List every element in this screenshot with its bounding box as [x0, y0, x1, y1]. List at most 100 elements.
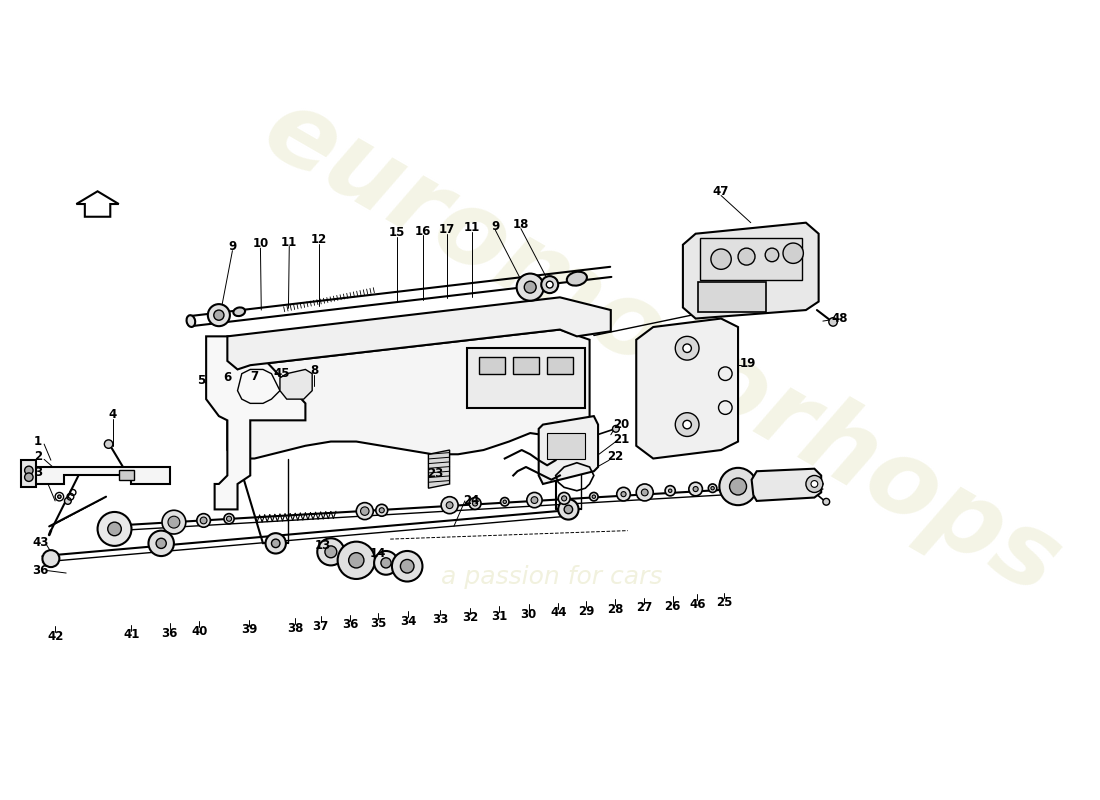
Text: 29: 29	[578, 605, 594, 618]
Text: 12: 12	[311, 233, 327, 246]
Bar	[547, 357, 573, 374]
Text: 3: 3	[34, 466, 42, 478]
Circle shape	[265, 533, 286, 554]
Polygon shape	[636, 318, 738, 458]
Text: 38: 38	[287, 622, 304, 634]
Circle shape	[400, 559, 414, 573]
Text: 36: 36	[342, 618, 359, 631]
Circle shape	[729, 478, 747, 495]
Circle shape	[224, 514, 234, 524]
Circle shape	[65, 498, 72, 504]
Circle shape	[208, 304, 230, 326]
Polygon shape	[76, 191, 119, 217]
Text: 10: 10	[252, 238, 268, 250]
Ellipse shape	[187, 315, 195, 327]
Circle shape	[666, 486, 675, 496]
Text: 35: 35	[371, 617, 386, 630]
Polygon shape	[206, 336, 306, 510]
Text: 31: 31	[491, 610, 507, 623]
Circle shape	[24, 473, 33, 482]
Bar	[21, 460, 36, 487]
Text: 7: 7	[251, 370, 258, 382]
Bar	[119, 470, 134, 480]
Circle shape	[689, 482, 703, 496]
Circle shape	[675, 413, 698, 437]
Circle shape	[711, 249, 732, 270]
Circle shape	[541, 276, 558, 293]
Circle shape	[162, 510, 186, 534]
Circle shape	[469, 498, 481, 510]
Text: 18: 18	[513, 218, 529, 231]
Text: 9: 9	[492, 219, 499, 233]
Bar	[480, 357, 505, 374]
Polygon shape	[228, 298, 610, 370]
Circle shape	[227, 516, 232, 522]
Circle shape	[828, 318, 837, 326]
Text: 17: 17	[439, 223, 455, 236]
Text: 8: 8	[310, 364, 318, 377]
Circle shape	[392, 551, 422, 582]
Circle shape	[381, 558, 392, 568]
Text: 45: 45	[274, 367, 290, 380]
Text: 6: 6	[223, 371, 231, 385]
Circle shape	[669, 489, 672, 493]
Polygon shape	[539, 416, 598, 484]
Circle shape	[338, 542, 375, 579]
Circle shape	[324, 546, 337, 558]
Circle shape	[503, 500, 506, 503]
Text: 21: 21	[613, 434, 629, 446]
Polygon shape	[428, 450, 450, 488]
Circle shape	[641, 489, 648, 496]
Circle shape	[356, 502, 373, 519]
Circle shape	[708, 484, 717, 493]
Ellipse shape	[233, 307, 245, 316]
Circle shape	[531, 497, 538, 503]
Circle shape	[148, 530, 174, 556]
Circle shape	[617, 487, 630, 501]
Text: 5: 5	[197, 374, 206, 387]
Circle shape	[783, 243, 803, 263]
Polygon shape	[25, 467, 169, 484]
Polygon shape	[683, 222, 818, 318]
Circle shape	[766, 248, 779, 262]
Circle shape	[558, 493, 570, 504]
Circle shape	[376, 504, 387, 516]
Text: 36: 36	[162, 626, 178, 640]
Text: 19: 19	[740, 357, 757, 370]
Circle shape	[24, 466, 33, 474]
Circle shape	[592, 495, 595, 498]
Bar	[514, 357, 539, 374]
Text: 1: 1	[34, 435, 42, 448]
Text: 11: 11	[463, 222, 480, 234]
Circle shape	[558, 499, 579, 519]
Polygon shape	[279, 370, 312, 399]
Polygon shape	[228, 330, 590, 458]
Circle shape	[562, 496, 566, 501]
Circle shape	[98, 512, 132, 546]
Circle shape	[806, 475, 823, 493]
Circle shape	[500, 498, 509, 506]
Circle shape	[379, 508, 384, 513]
Circle shape	[197, 514, 210, 527]
Text: 32: 32	[462, 611, 478, 625]
Polygon shape	[751, 469, 822, 501]
Circle shape	[374, 551, 398, 574]
Circle shape	[43, 550, 59, 567]
Circle shape	[719, 468, 757, 505]
Text: 11: 11	[282, 236, 297, 249]
Circle shape	[447, 502, 453, 509]
Text: 30: 30	[520, 608, 537, 621]
Circle shape	[473, 501, 477, 506]
Text: 44: 44	[550, 606, 566, 619]
Text: 15: 15	[388, 226, 405, 239]
Ellipse shape	[566, 272, 587, 286]
Circle shape	[525, 282, 536, 293]
Circle shape	[636, 484, 653, 501]
Circle shape	[590, 493, 598, 501]
Circle shape	[811, 481, 817, 487]
Text: 37: 37	[312, 620, 329, 633]
Text: 46: 46	[689, 598, 705, 611]
Circle shape	[108, 522, 121, 536]
Circle shape	[675, 336, 698, 360]
Circle shape	[156, 538, 166, 549]
